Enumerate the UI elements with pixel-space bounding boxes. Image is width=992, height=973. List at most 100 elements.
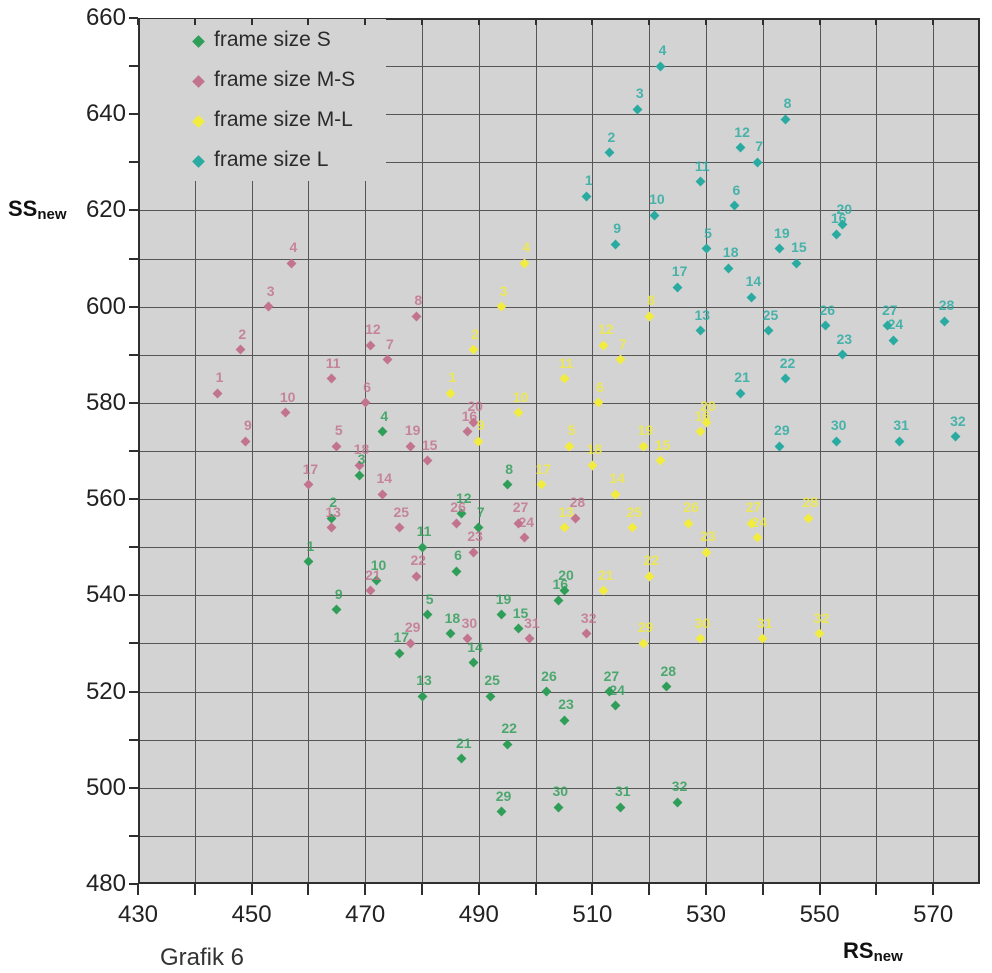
data-point-label: 4 [380,407,389,424]
x-axis-top-tick [137,18,139,25]
grid-line-horizontal [140,258,978,260]
data-point-label: 26 [819,301,836,318]
grid-line-horizontal [140,354,978,356]
y-axis-tick [129,161,138,164]
data-point-label: 14 [609,470,625,487]
legend-item: frame size M-S [140,67,386,97]
data-point-label: 24 [887,316,904,333]
data-point-label: 30 [461,614,478,631]
legend-item: frame size M-L [140,107,386,137]
data-point-label: 24 [609,681,625,698]
y-axis-tick [129,17,138,19]
legend-label: frame size S [214,28,331,51]
y-tick-label: 480 [85,869,126,897]
data-point-label: 1 [584,172,593,188]
data-point-label: 29 [495,787,512,804]
data-point-label: 15 [421,436,438,453]
data-point-label: 24 [751,513,767,530]
y-axis-tick [129,882,138,885]
y-tick-label: 600 [85,292,126,320]
grid-line-horizontal [140,450,978,452]
data-point-label: 30 [830,417,847,434]
data-point-label: 1 [215,369,224,386]
x-axis-top-tick [761,18,764,25]
x-axis-title-main: RS [843,938,874,963]
y-tick-label: 660 [85,4,126,31]
data-point-label: 10 [512,388,529,405]
y-tick-label: 560 [85,485,126,513]
y-axis-tick [129,209,138,212]
data-point-label: 21 [734,369,750,386]
data-point-label: 3 [266,282,275,299]
data-point-label: 22 [643,552,659,569]
data-point-label: 28 [660,662,677,679]
data-point-label: 24 [518,513,535,530]
data-point-label: 22 [779,354,796,371]
data-point-label: 10 [649,191,665,208]
data-point-label: 5 [334,422,343,439]
x-axis-tick [761,884,764,895]
data-point-label: 11 [558,354,574,371]
data-point-label: 12 [455,489,472,506]
x-axis-top-tick [875,18,878,25]
legend-label: frame size L [214,148,329,171]
x-axis-tick [818,884,821,895]
data-point-label: 9 [613,220,621,237]
data-point-label: 27 [603,667,620,684]
data-point-label: 7 [755,138,763,155]
data-point-label: 22 [410,552,427,569]
x-tick-label: 530 [685,901,727,928]
data-point-label: 3 [357,451,366,468]
grid-line-horizontal [140,787,978,789]
grid-line-horizontal [140,402,978,404]
data-point-label: 20 [558,566,574,583]
data-point-label: 20 [467,398,483,415]
data-point-label: 15 [791,239,807,256]
legend: frame size S frame size M-S frame size M-L… [140,19,386,181]
y-axis-title-subscript: new [37,206,67,223]
data-point-label: 23 [836,330,853,347]
data-point-label: 9 [244,417,252,434]
data-point-label: 30 [552,783,569,799]
data-point-label: 8 [647,292,656,309]
data-point-label: 21 [597,566,614,583]
x-axis-tick [591,884,594,895]
data-point-label: 5 [704,224,712,241]
data-point-label: 8 [783,95,792,112]
x-axis-tick [193,884,196,895]
y-axis-tick [129,257,138,260]
x-tick-label: 550 [799,901,840,928]
data-point-label: 12 [365,321,381,338]
x-tick-label: 510 [572,901,613,928]
grid-line-horizontal [140,499,978,501]
data-point-label: 17 [535,460,552,477]
x-tick-label: 570 [913,901,954,928]
data-point-label: 11 [325,354,341,371]
legend-item: frame size S [140,27,386,57]
x-axis-top-tick [307,18,310,25]
y-axis-tick [129,498,138,501]
data-point-label: 16 [461,407,478,424]
x-axis-tick [364,884,367,895]
y-axis-tick [129,594,138,597]
legend-label: frame size M-L [214,108,353,131]
data-point-label: 13 [694,306,711,323]
data-point-label: 28 [802,494,819,511]
grid-line-horizontal [140,210,978,212]
data-point-label: 18 [722,244,739,261]
x-tick-label: 430 [117,901,159,928]
x-tick-label: 490 [458,901,499,928]
y-tick-label: 500 [85,773,126,801]
data-point-label: 2 [607,128,616,145]
y-axis-tick [129,690,138,693]
x-axis-tick [875,884,878,895]
grid-line-horizontal [140,306,978,308]
x-axis-tick [705,884,707,895]
y-axis-tick [129,786,138,789]
data-point-label: 5 [567,422,576,439]
data-point-label: 14 [745,273,762,290]
data-point-label: 8 [414,292,423,309]
x-axis-tick [534,884,537,895]
x-axis-top-tick [250,18,253,25]
legend-marker-diamond-icon [192,115,205,128]
